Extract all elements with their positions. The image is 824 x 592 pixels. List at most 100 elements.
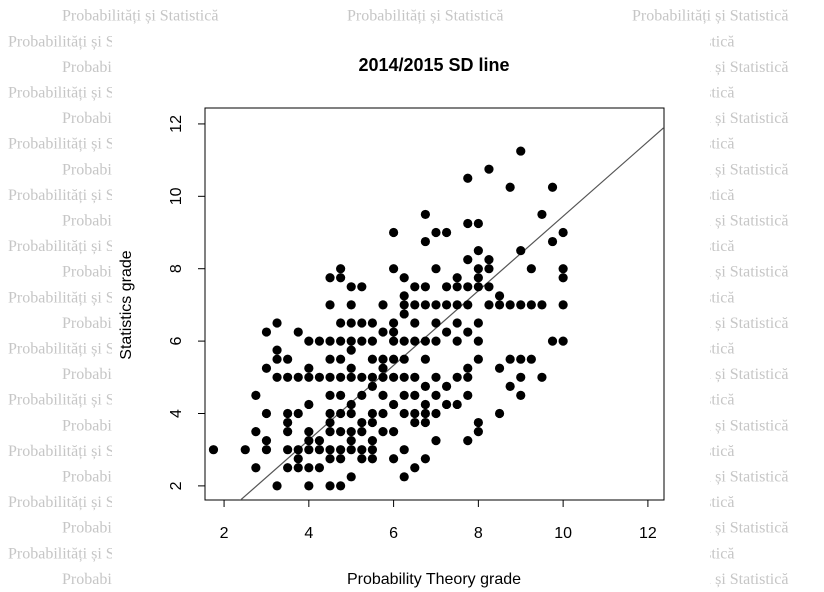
- point: [346, 336, 356, 346]
- point: [336, 481, 346, 491]
- point: [283, 408, 293, 419]
- point: [367, 354, 378, 364]
- point: [325, 336, 335, 346]
- point: [336, 318, 346, 328]
- point: [537, 209, 547, 220]
- chart-title: 2014/2015 SD line: [358, 55, 509, 75]
- point: [463, 255, 473, 265]
- x-axis-label: Probability Theory grade: [347, 571, 521, 588]
- point: [357, 336, 367, 346]
- point: [420, 282, 430, 292]
- point: [399, 390, 409, 400]
- point: [357, 426, 367, 437]
- point: [283, 426, 293, 437]
- point: [378, 354, 388, 364]
- point: [314, 336, 325, 346]
- point: [441, 399, 452, 410]
- point: [484, 282, 494, 292]
- point: [314, 463, 325, 473]
- point: [261, 408, 272, 419]
- point: [473, 218, 483, 229]
- point: [389, 372, 399, 382]
- y-tick-label: 6: [168, 337, 185, 346]
- point: [420, 408, 430, 419]
- point: [336, 390, 346, 400]
- point: [399, 273, 409, 283]
- y-axis-label: Statistics grade: [118, 250, 135, 359]
- point: [399, 372, 409, 382]
- point: [537, 300, 547, 310]
- point: [441, 282, 452, 292]
- point: [410, 390, 420, 400]
- point: [431, 372, 441, 382]
- point: [389, 354, 399, 364]
- y-tick-label: 8: [168, 264, 185, 273]
- point: [473, 264, 483, 274]
- point: [261, 436, 272, 446]
- point: [389, 227, 399, 238]
- point: [484, 264, 494, 274]
- point: [516, 354, 526, 364]
- point: [378, 372, 388, 382]
- point: [420, 381, 430, 391]
- point: [410, 318, 420, 328]
- point: [378, 390, 388, 400]
- point: [346, 472, 356, 482]
- point: [389, 399, 399, 410]
- point: [399, 408, 409, 419]
- point: [293, 327, 303, 337]
- point: [431, 336, 441, 346]
- point: [367, 436, 378, 446]
- point: [399, 336, 409, 346]
- point: [346, 345, 356, 355]
- point: [505, 381, 515, 391]
- point: [357, 417, 367, 428]
- point: [336, 273, 346, 283]
- point: [463, 218, 473, 229]
- point: [420, 399, 430, 410]
- point: [251, 463, 261, 473]
- point: [367, 408, 378, 419]
- point: [314, 445, 325, 455]
- point: [378, 426, 388, 437]
- point: [336, 264, 346, 274]
- point: [494, 300, 505, 310]
- point: [558, 273, 568, 283]
- point: [304, 336, 314, 346]
- point: [304, 463, 314, 473]
- point: [357, 318, 367, 328]
- point: [547, 182, 558, 192]
- point: [399, 445, 409, 455]
- plot-background: [112, 28, 710, 592]
- point: [452, 282, 462, 292]
- point: [420, 336, 430, 346]
- point: [389, 426, 399, 437]
- point: [473, 246, 483, 256]
- point: [346, 436, 356, 446]
- point: [452, 336, 462, 346]
- point: [463, 363, 473, 373]
- point: [410, 372, 420, 382]
- point: [463, 327, 473, 337]
- point: [325, 408, 335, 419]
- point: [357, 454, 367, 464]
- point: [336, 408, 346, 419]
- point: [473, 354, 483, 364]
- point: [463, 173, 473, 183]
- point: [304, 363, 314, 373]
- point: [367, 318, 378, 328]
- point: [558, 300, 568, 310]
- point: [526, 300, 536, 310]
- point: [431, 436, 441, 446]
- x-tick-label: 6: [389, 525, 398, 542]
- point: [431, 390, 441, 400]
- point: [558, 336, 568, 346]
- point: [505, 354, 515, 364]
- point: [494, 363, 505, 373]
- point: [494, 291, 505, 301]
- point: [325, 354, 335, 364]
- point: [463, 282, 473, 292]
- point: [272, 345, 282, 355]
- point: [441, 227, 452, 238]
- point: [399, 472, 409, 482]
